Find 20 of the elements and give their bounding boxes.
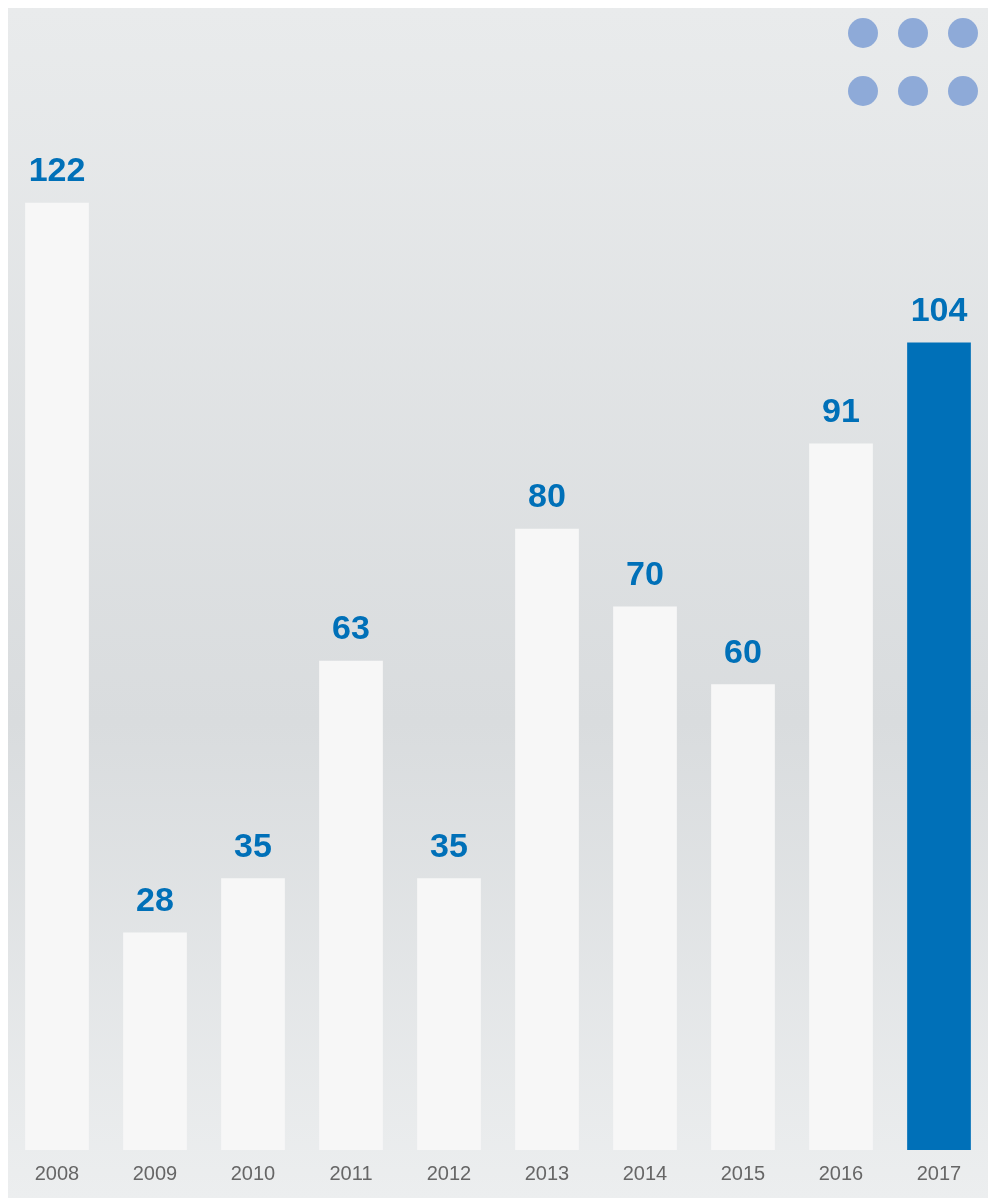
data-label: 80: [528, 476, 566, 515]
data-label: 63: [332, 608, 370, 647]
x-tick-label: 2016: [818, 1161, 864, 1184]
data-label: 28: [136, 879, 174, 918]
data-label: 35: [234, 825, 272, 864]
x-tick-label: 2008: [34, 1161, 80, 1184]
x-tick-label: 2010: [230, 1161, 276, 1184]
x-tick-label: 2017: [916, 1161, 962, 1184]
x-tick-label: 2014: [622, 1161, 668, 1184]
x-tick-label: 2009: [132, 1161, 178, 1184]
x-tick-label: 2011: [329, 1161, 373, 1184]
data-label: 104: [910, 289, 968, 328]
data-label: 70: [626, 553, 664, 592]
x-tick-label: 2013: [524, 1161, 570, 1184]
data-label: 122: [28, 150, 86, 189]
x-tick-label: 2012: [426, 1161, 472, 1184]
x-tick-label: 2015: [720, 1161, 766, 1184]
data-label: 91: [822, 390, 860, 429]
data-label: 60: [724, 631, 762, 670]
data-label: 35: [430, 825, 468, 864]
